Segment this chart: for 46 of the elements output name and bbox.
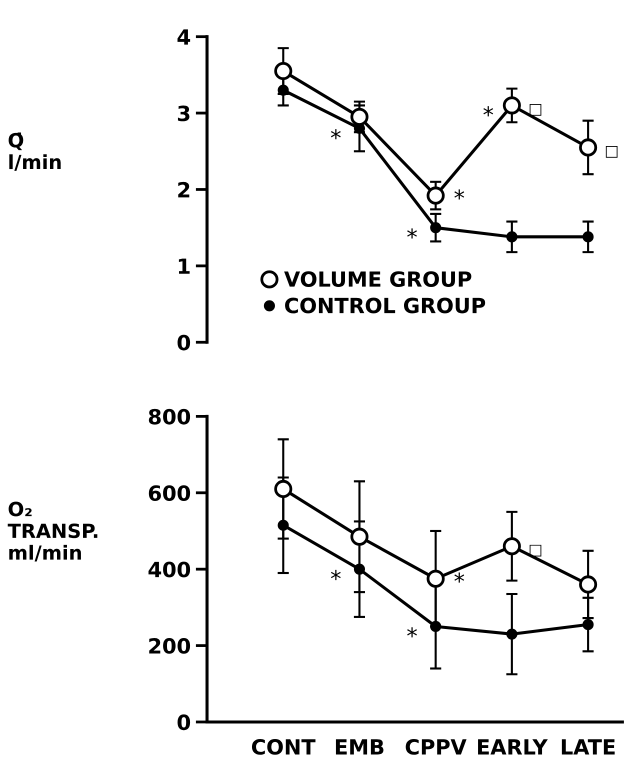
point [506,628,518,640]
annotation: □ [606,146,618,158]
point [350,108,368,126]
point [502,537,521,556]
x-tick-label: EMB [336,739,384,754]
y-tick-label: 4 [178,29,190,45]
annotation: * [407,627,417,638]
x-tick-label: CONT [252,739,316,755]
x-tick-label: LATE [562,739,615,754]
point [579,575,598,594]
y-tick-label: 0 [178,714,190,730]
point [579,138,598,156]
annotation: * [454,572,464,583]
annotation: * [454,189,464,200]
annotation: * [407,228,417,239]
y-tick-label: 1 [178,258,190,274]
y-tick-label: 400 [148,562,190,578]
point [354,564,366,575]
point [430,222,442,234]
point [502,96,521,114]
y-tick-label: 600 [148,485,190,501]
legend-label: VOLUME GROUP [284,271,472,287]
point [278,84,289,96]
point [274,62,292,80]
point [350,528,368,546]
point [582,231,594,242]
point [582,619,594,630]
point [430,620,442,632]
annotation: * [330,129,341,140]
y-axis-title: O₂ TRANSP. ml/min [8,502,98,562]
y-tick-label: 2 [178,182,190,198]
point [278,520,289,531]
y-axis-title: Q̇ l/min [8,132,61,171]
annotation: * [330,570,341,580]
x-tick-label: EARLY [478,739,548,754]
point [426,570,445,588]
y-tick-label: 800 [148,408,190,425]
legend-label: CONTROL GROUP [285,298,486,314]
annotation: * [483,106,494,116]
x-tick-label: CPPV [406,739,467,755]
point [506,231,518,242]
point [426,186,445,205]
y-tick-label: 0 [178,334,190,350]
point [274,480,292,498]
y-tick-label: 3 [178,106,190,122]
y-tick-label: 200 [149,638,190,654]
